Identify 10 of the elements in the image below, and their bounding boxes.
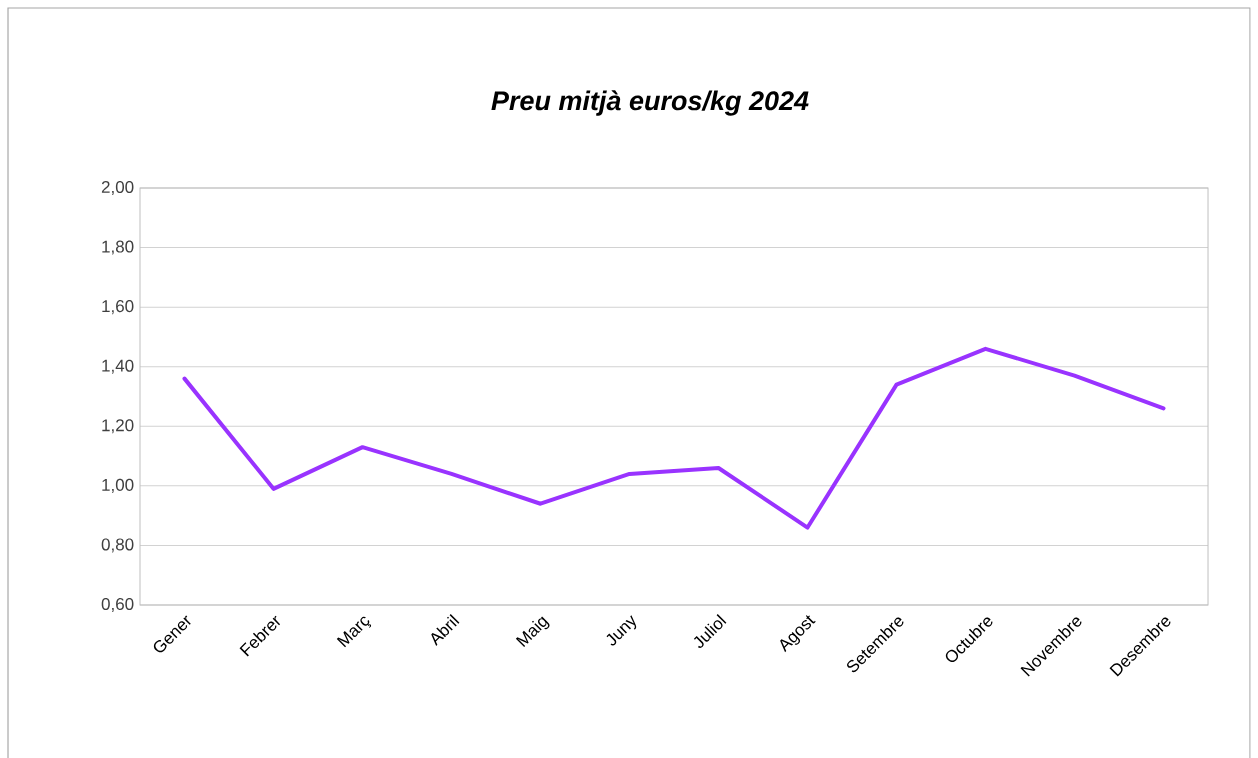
y-tick-label: 1,40 (102, 359, 134, 374)
y-tick-label: 2,00 (101, 180, 134, 196)
y-tick-label: 0,80 (101, 538, 134, 553)
chart-title: Preu mitjà euros/kg 2024 (491, 90, 809, 116)
y-tick-label: 1,20 (102, 419, 134, 434)
y-tick-label: 1,60 (102, 300, 134, 315)
y-tick-label: 1,80 (102, 240, 134, 255)
line-series (182, 346, 1166, 530)
y-tick-label: 0,60 (101, 597, 134, 613)
y-tick-label: 1,00 (102, 478, 134, 493)
